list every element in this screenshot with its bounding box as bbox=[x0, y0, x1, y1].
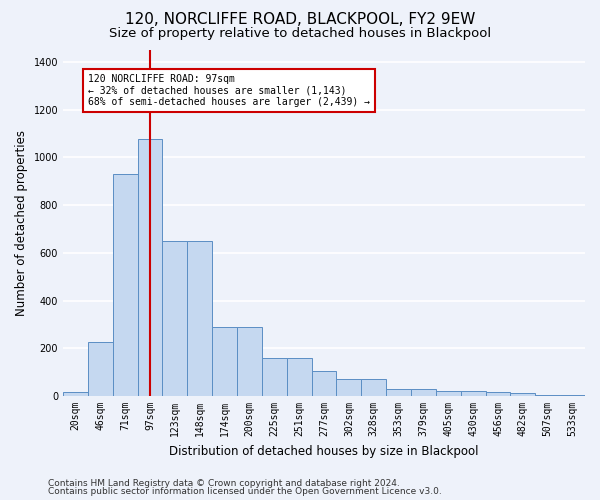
Bar bbox=[237, 327, 262, 396]
Bar bbox=[137, 140, 163, 396]
Bar bbox=[163, 241, 187, 396]
Bar bbox=[361, 380, 386, 396]
Text: Contains public sector information licensed under the Open Government Licence v3: Contains public sector information licen… bbox=[48, 487, 442, 496]
Bar bbox=[436, 392, 461, 396]
Bar bbox=[113, 174, 137, 396]
Bar bbox=[63, 392, 88, 396]
Bar bbox=[287, 358, 311, 396]
Bar bbox=[535, 395, 560, 396]
Bar bbox=[88, 342, 113, 396]
Text: Contains HM Land Registry data © Crown copyright and database right 2024.: Contains HM Land Registry data © Crown c… bbox=[48, 478, 400, 488]
Bar bbox=[212, 327, 237, 396]
Bar bbox=[511, 393, 535, 396]
Bar bbox=[411, 389, 436, 396]
Bar bbox=[337, 380, 361, 396]
Bar bbox=[485, 392, 511, 396]
Bar bbox=[560, 395, 585, 396]
Bar bbox=[461, 392, 485, 396]
X-axis label: Distribution of detached houses by size in Blackpool: Distribution of detached houses by size … bbox=[169, 444, 479, 458]
Text: 120 NORCLIFFE ROAD: 97sqm
← 32% of detached houses are smaller (1,143)
68% of se: 120 NORCLIFFE ROAD: 97sqm ← 32% of detac… bbox=[88, 74, 370, 107]
Text: 120, NORCLIFFE ROAD, BLACKPOOL, FY2 9EW: 120, NORCLIFFE ROAD, BLACKPOOL, FY2 9EW bbox=[125, 12, 475, 28]
Y-axis label: Number of detached properties: Number of detached properties bbox=[15, 130, 28, 316]
Bar bbox=[187, 241, 212, 396]
Bar bbox=[311, 370, 337, 396]
Bar bbox=[386, 389, 411, 396]
Text: Size of property relative to detached houses in Blackpool: Size of property relative to detached ho… bbox=[109, 28, 491, 40]
Bar bbox=[262, 358, 287, 396]
